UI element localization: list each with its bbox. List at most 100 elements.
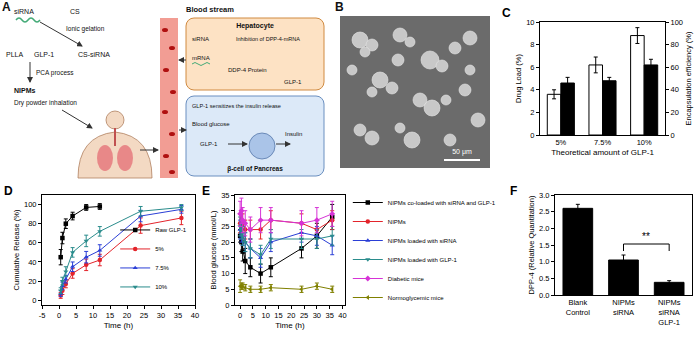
svg-text:10%: 10%	[637, 138, 652, 147]
svg-text:Drug Load (%): Drug Load (%)	[514, 54, 523, 103]
svg-text:40: 40	[671, 85, 679, 94]
svg-text:DDP-4 Protein: DDP-4 Protein	[228, 67, 267, 73]
svg-text:Ionic gelation: Ionic gelation	[66, 25, 105, 33]
svg-text:Insulin: Insulin	[285, 131, 302, 137]
svg-text:80: 80	[671, 40, 679, 49]
svg-text:25: 25	[221, 222, 229, 231]
svg-text:15: 15	[106, 311, 114, 320]
svg-text:Time (h): Time (h)	[275, 321, 305, 330]
svg-text:Time (h): Time (h)	[104, 321, 134, 330]
svg-text:GLP-1: GLP-1	[200, 141, 218, 147]
svg-text:0: 0	[32, 296, 36, 305]
svg-text:0: 0	[671, 131, 675, 140]
svg-text:6: 6	[530, 63, 534, 72]
svg-text:-5: -5	[39, 311, 46, 320]
svg-text:10: 10	[221, 269, 229, 278]
svg-text:BlankControl: BlankControl	[566, 298, 591, 317]
svg-text:B: B	[335, 0, 344, 14]
svg-text:15: 15	[221, 253, 229, 262]
svg-text:0: 0	[238, 311, 242, 320]
svg-text:0.5: 0.5	[539, 274, 549, 283]
svg-text:2.5: 2.5	[539, 207, 549, 216]
svg-text:8: 8	[530, 40, 534, 49]
svg-text:F: F	[510, 184, 517, 198]
svg-text:0: 0	[530, 131, 534, 140]
svg-text:NIPMs loaded with GLP-1: NIPMs loaded with GLP-1	[388, 257, 458, 263]
svg-text:5%: 5%	[555, 138, 566, 147]
svg-text:5%: 5%	[155, 246, 164, 252]
svg-text:NIPMs co-loaded with siRNA and: NIPMs co-loaded with siRNA and GLP-1	[388, 200, 496, 206]
svg-text:35: 35	[221, 191, 229, 200]
svg-text:20: 20	[123, 311, 131, 320]
svg-text:20: 20	[287, 311, 295, 320]
svg-text:Normoglycemic mice: Normoglycemic mice	[388, 295, 444, 301]
svg-text:10: 10	[262, 311, 270, 320]
svg-text:3.0: 3.0	[539, 191, 549, 200]
svg-text:**: **	[642, 231, 650, 242]
svg-text:NIPMs: NIPMs	[388, 219, 406, 225]
svg-text:20: 20	[221, 238, 229, 247]
svg-text:80: 80	[28, 219, 36, 228]
svg-text:PCA process: PCA process	[36, 69, 74, 77]
svg-text:25: 25	[300, 311, 308, 320]
svg-text:30: 30	[157, 311, 165, 320]
svg-text:D: D	[4, 184, 13, 198]
svg-text:60: 60	[28, 238, 36, 247]
svg-text:40: 40	[338, 311, 346, 320]
svg-text:NIPMs: NIPMs	[14, 87, 36, 94]
svg-text:0.0: 0.0	[539, 291, 549, 300]
svg-text:siRNA: siRNA	[192, 36, 209, 42]
svg-text:GLP-1 sensitizes the insulin r: GLP-1 sensitizes the insulin release	[192, 103, 281, 109]
svg-text:5: 5	[74, 311, 78, 320]
svg-text:CS: CS	[70, 8, 80, 15]
svg-text:2.0: 2.0	[539, 224, 549, 233]
svg-text:mRNA: mRNA	[192, 55, 210, 61]
svg-text:100: 100	[24, 200, 37, 209]
svg-text:25: 25	[140, 311, 148, 320]
svg-text:Encapsulation efficiency (%): Encapsulation efficiency (%)	[684, 31, 693, 126]
svg-text:NIPMssiRNAGLP-1: NIPMssiRNAGLP-1	[658, 298, 681, 327]
svg-text:2: 2	[530, 108, 534, 117]
svg-text:Dry powder inhalation: Dry powder inhalation	[14, 99, 77, 107]
svg-text:10: 10	[89, 311, 97, 320]
svg-text:10%: 10%	[155, 284, 168, 290]
svg-text:5: 5	[225, 285, 229, 294]
svg-text:20: 20	[28, 277, 36, 286]
svg-text:1.0: 1.0	[539, 257, 549, 266]
svg-text:5: 5	[251, 311, 255, 320]
svg-text:Hepatocyte: Hepatocyte	[236, 22, 274, 30]
svg-text:30: 30	[221, 206, 229, 215]
svg-text:E: E	[202, 184, 210, 198]
svg-text:Cumulative Release (%): Cumulative Release (%)	[12, 209, 21, 290]
svg-text:50 μm: 50 μm	[452, 148, 472, 156]
svg-text:20: 20	[671, 108, 679, 117]
svg-text:GLP-1: GLP-1	[284, 79, 302, 85]
svg-text:Diabetic mice: Diabetic mice	[388, 276, 425, 282]
svg-text:CS-siRNA: CS-siRNA	[78, 51, 110, 58]
svg-text:0: 0	[225, 301, 229, 310]
svg-text:Blood glucose: Blood glucose	[192, 121, 230, 127]
svg-text:PLLA: PLLA	[6, 51, 23, 58]
svg-text:Blood glucose (mmol/L): Blood glucose (mmol/L)	[209, 210, 218, 289]
svg-text:30: 30	[313, 311, 321, 320]
svg-text:35: 35	[325, 311, 333, 320]
svg-text:β-cell of Pancreas: β-cell of Pancreas	[227, 165, 283, 173]
svg-text:100: 100	[671, 18, 684, 27]
svg-text:NIPMs loaded with siRNA: NIPMs loaded with siRNA	[388, 238, 457, 244]
svg-text:7.5%: 7.5%	[155, 265, 169, 271]
svg-text:Raw GLP-1: Raw GLP-1	[155, 227, 187, 233]
svg-text:A: A	[2, 0, 11, 14]
svg-text:4: 4	[530, 85, 534, 94]
svg-text:10: 10	[526, 18, 534, 27]
svg-text:GLP-1: GLP-1	[34, 51, 54, 58]
svg-text:NIPMssiRNA: NIPMssiRNA	[612, 298, 635, 317]
svg-text:Theoretical amount of GLP-1: Theoretical amount of GLP-1	[551, 148, 654, 157]
svg-text:7.5%: 7.5%	[594, 138, 611, 147]
svg-text:40: 40	[28, 258, 36, 267]
svg-text:Blood stream: Blood stream	[186, 5, 234, 14]
svg-text:DPP-4 (Relative Quantitation): DPP-4 (Relative Quantitation)	[527, 195, 536, 294]
svg-text:40: 40	[191, 311, 199, 320]
svg-text:1.5: 1.5	[539, 241, 549, 250]
svg-text:C: C	[502, 6, 511, 20]
svg-text:0: 0	[57, 311, 61, 320]
